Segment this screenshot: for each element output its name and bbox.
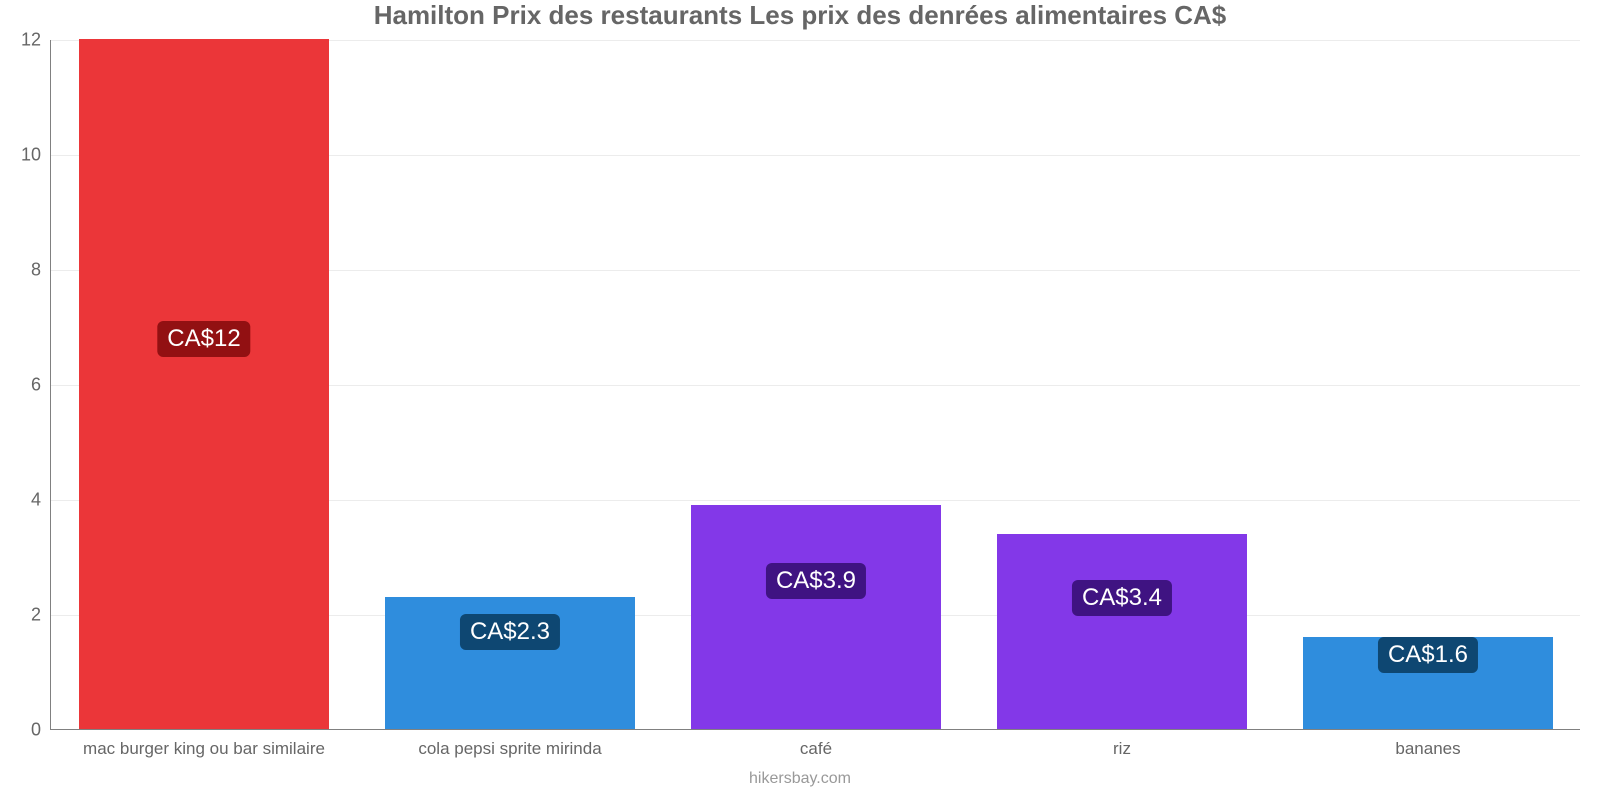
y-tick-label: 8 <box>31 260 51 281</box>
price-chart: Hamilton Prix des restaurants Les prix d… <box>0 0 1600 800</box>
x-tick-label: café <box>800 729 832 759</box>
x-tick-label: cola pepsi sprite mirinda <box>418 729 601 759</box>
x-tick-label: bananes <box>1395 729 1460 759</box>
bar-value-label: CA$3.9 <box>766 563 866 599</box>
bar-value-label: CA$2.3 <box>460 614 560 650</box>
bar <box>691 505 942 729</box>
y-tick-label: 6 <box>31 375 51 396</box>
bar-value-label: CA$3.4 <box>1072 580 1172 616</box>
bar <box>997 534 1248 730</box>
bar-value-label: CA$1.6 <box>1378 637 1478 673</box>
x-tick-label: riz <box>1113 729 1131 759</box>
plot-area: 024681012CA$12mac burger king ou bar sim… <box>50 40 1580 730</box>
y-tick-label: 0 <box>31 720 51 741</box>
bar-value-label: CA$12 <box>157 321 250 357</box>
bar <box>79 39 330 729</box>
y-tick-label: 10 <box>21 145 51 166</box>
y-tick-label: 12 <box>21 30 51 51</box>
chart-title: Hamilton Prix des restaurants Les prix d… <box>0 0 1600 31</box>
chart-footer: hikersbay.com <box>0 770 1600 788</box>
x-tick-label: mac burger king ou bar similaire <box>83 729 325 759</box>
y-tick-label: 2 <box>31 605 51 626</box>
y-tick-label: 4 <box>31 490 51 511</box>
